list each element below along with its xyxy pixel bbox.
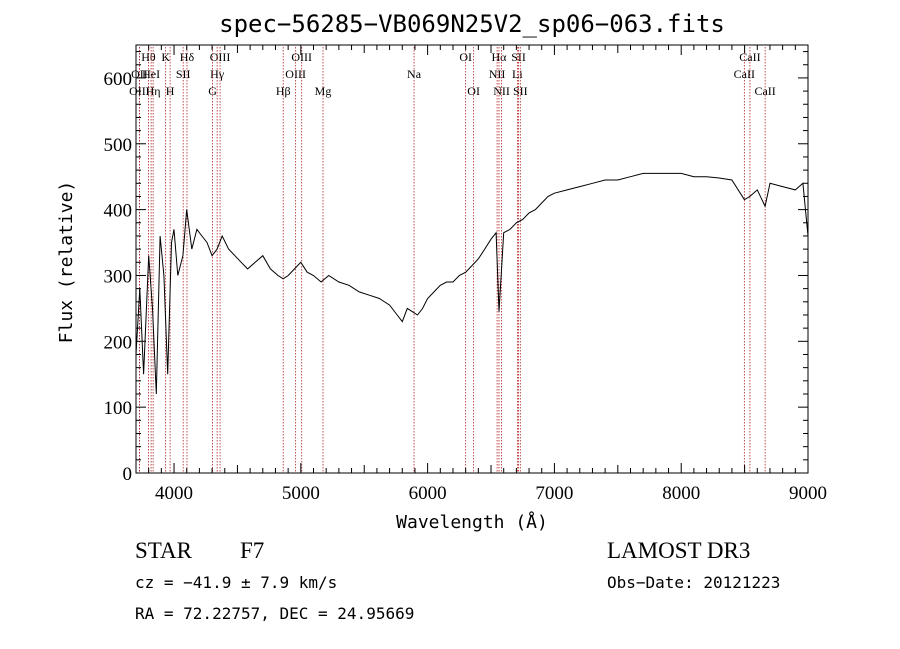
spectral-line-label: K — [161, 50, 170, 64]
spectral-line-label: H — [166, 84, 175, 98]
x-tick-label: 5000 — [282, 483, 320, 504]
sky-coordinates: RA = 72.22757, DEC = 24.95669 — [135, 604, 414, 623]
spectrum-line — [135, 172, 809, 395]
spectral-line-label: CaII — [754, 84, 775, 98]
spectral-line-label: Hα — [492, 50, 508, 64]
x-tick-label: 7000 — [535, 483, 573, 504]
x-tick-label: 9000 — [789, 483, 827, 504]
y-tick-label: 600 — [104, 69, 133, 90]
spectral-line-label: OIII — [210, 50, 231, 64]
spectrum-series — [135, 172, 809, 395]
y-tick-label: 100 — [104, 398, 133, 419]
spectral-line-label: CaII — [734, 67, 755, 81]
y-tick-label: 0 — [123, 464, 133, 485]
spectral-line-label: Na — [407, 67, 422, 81]
object-class: STAR — [135, 538, 193, 563]
spectral-line-label: NII — [493, 84, 510, 98]
spectral-line-label: OIII — [285, 67, 306, 81]
y-tick-label: 500 — [104, 135, 133, 156]
chart-title: spec−56285−VB069N25V2_sp06−063.fits — [219, 10, 725, 38]
y-tick-label: 200 — [104, 332, 133, 353]
spectral-line-label: NII — [489, 67, 506, 81]
spectral-line-label: SII — [511, 50, 526, 64]
axis-ticks: 4000 5000 6000 7000 8000 9000 0 100 200 300 400 500… — [104, 45, 827, 504]
spectral-line-label: Hδ — [180, 50, 195, 64]
spectral-line-label: Hγ — [210, 67, 225, 81]
spectral-line-label: SII — [513, 84, 528, 98]
object-subclass: F7 — [240, 538, 264, 563]
spectral-line-label: OI — [459, 50, 472, 64]
spectral-line-label: Hη — [146, 84, 161, 98]
survey-name: LAMOST DR3 — [607, 538, 750, 563]
x-tick-label: 4000 — [155, 483, 193, 504]
spectral-line-label: G — [208, 84, 217, 98]
redshift-value: cz = −41.9 ± 7.9 km/s — [135, 573, 337, 592]
y-tick-label: 400 — [104, 201, 133, 222]
spectral-line-label: Mg — [315, 84, 332, 98]
y-tick-label: 300 — [104, 266, 133, 287]
spectral-line-label: Hθ — [141, 50, 156, 64]
observation-date: Obs−Date: 20121223 — [607, 573, 780, 592]
spectral-line-label: OI — [467, 84, 480, 98]
spectral-line-label: HeI — [142, 67, 160, 81]
spectral-line-label: OIII — [291, 50, 312, 64]
x-tick-label: 6000 — [409, 483, 447, 504]
x-axis-label: Wavelength (Å) — [396, 511, 548, 533]
spectral-line-label: CaII — [739, 50, 760, 64]
plot-frame — [135, 44, 809, 474]
spectral-line-label: Hβ — [276, 84, 291, 98]
x-tick-label: 8000 — [662, 483, 700, 504]
spectral-line-label: Li — [512, 67, 523, 81]
y-axis-label: Flux (relative) — [56, 181, 77, 344]
spectral-line-label: SII — [176, 67, 191, 81]
